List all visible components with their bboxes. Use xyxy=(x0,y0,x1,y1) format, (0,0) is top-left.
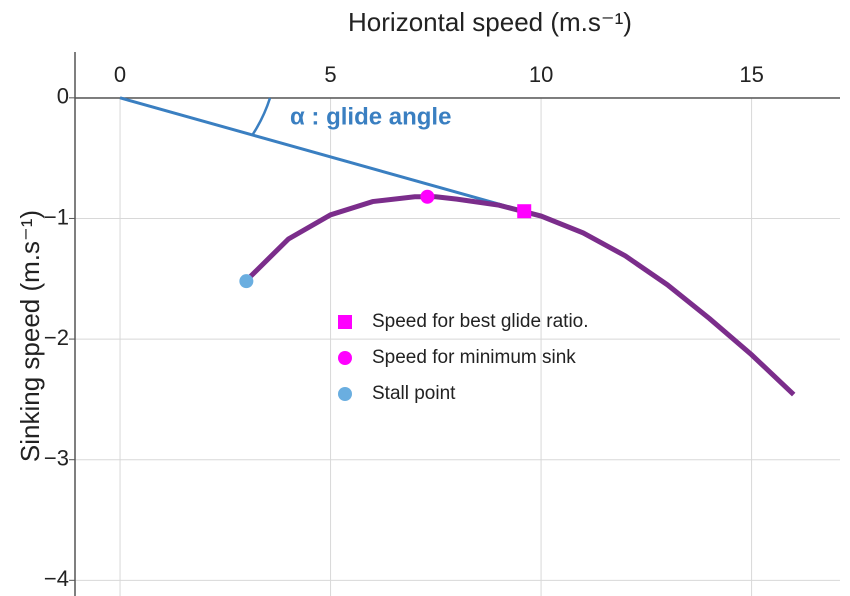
y-tick-label: −2 xyxy=(44,325,69,350)
x-tick-label: 15 xyxy=(739,62,763,87)
series-line xyxy=(248,194,796,397)
y-tick-label: −4 xyxy=(44,566,69,591)
legend-label: Speed for minimum sink xyxy=(372,347,576,368)
series-line xyxy=(119,96,525,213)
y-axis-label: Sinking speed (m.s⁻¹) xyxy=(15,210,45,462)
legend-label: Speed for best glide ratio. xyxy=(372,311,589,332)
marker xyxy=(517,204,532,219)
legend-swatch xyxy=(338,387,352,401)
x-tick-label: 10 xyxy=(529,62,553,87)
plot xyxy=(119,96,796,397)
y-tick-label: −1 xyxy=(44,204,69,229)
y-tick-label: −3 xyxy=(44,446,69,471)
y-tick-label: 0 xyxy=(57,84,69,109)
legend: Speed for best glide ratio. Speed for min… xyxy=(338,311,589,404)
marker xyxy=(239,274,254,289)
annotation: α : glide angle xyxy=(290,103,451,130)
x-tick-label: 0 xyxy=(114,62,126,87)
legend-label: Stall point xyxy=(372,383,456,404)
legend-swatch xyxy=(338,315,352,329)
chart-title: Horizontal speed (m.s⁻¹) xyxy=(348,7,632,37)
marker xyxy=(420,189,435,204)
angle-arc xyxy=(251,97,272,135)
legend-swatch xyxy=(338,351,352,365)
x-tick-label: 5 xyxy=(324,62,336,87)
